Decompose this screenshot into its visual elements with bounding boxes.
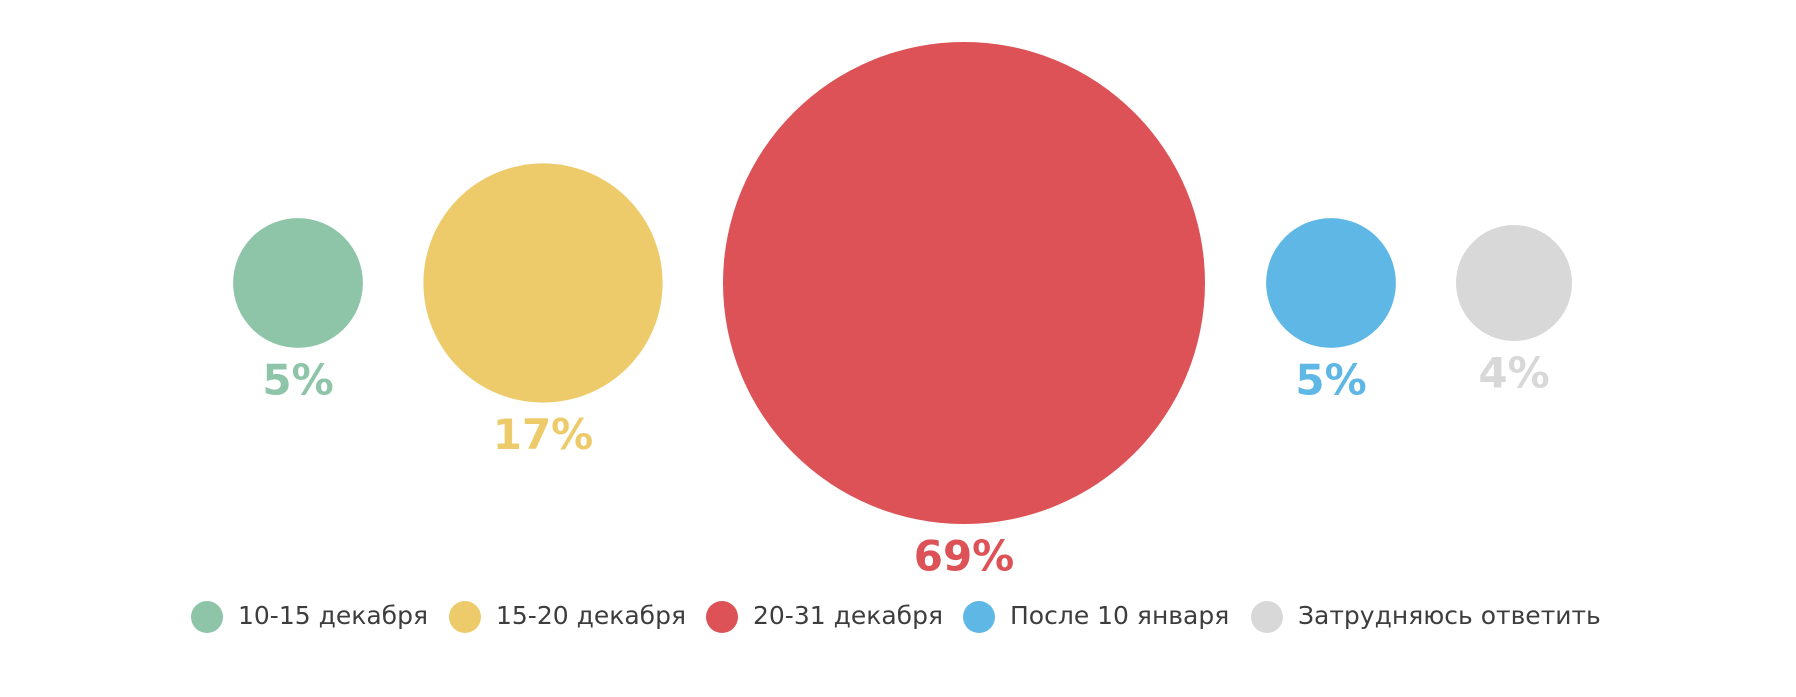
bubble-value-label-3: 69% (914, 532, 1015, 581)
bubble-1 (233, 218, 363, 348)
bubble-value-label-4: 5% (1295, 355, 1366, 404)
bubble-5 (1456, 225, 1572, 341)
bubble-value-label-2: 17% (493, 410, 594, 459)
legend-marker-3 (706, 601, 738, 633)
legend-label-1: 10-15 декабря (238, 601, 428, 630)
bubble-4 (1266, 218, 1396, 348)
legend-marker-2 (449, 601, 481, 633)
legend-label-3: 20-31 декабря (753, 601, 943, 630)
legend-label-4: После 10 января (1010, 601, 1229, 630)
legend-label-5: Затрудняюсь ответить (1298, 601, 1601, 630)
legend-label-2: 15-20 декабря (496, 601, 686, 630)
bubble-value-label-5: 4% (1478, 349, 1549, 398)
legend-marker-5 (1251, 601, 1283, 633)
legend-marker-4 (963, 601, 995, 633)
bubble-value-label-1: 5% (262, 355, 333, 404)
bubble-2 (423, 163, 663, 403)
bubble-3 (723, 42, 1205, 524)
legend-marker-1 (191, 601, 223, 633)
